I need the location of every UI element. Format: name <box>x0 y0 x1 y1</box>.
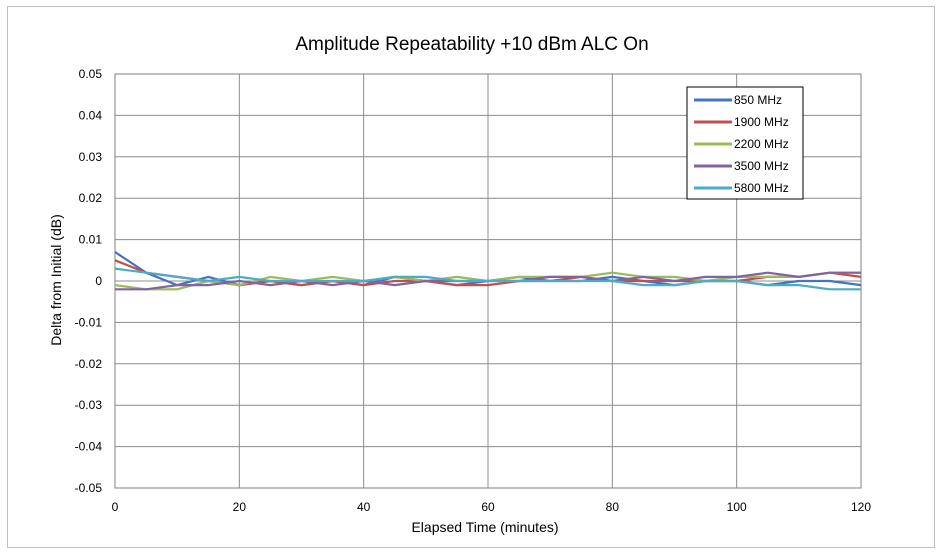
y-axis-label: Delta from Initial (dB) <box>48 214 64 345</box>
legend: 850 MHz 1900 MHz 2200 MHz 3500 MHz 5800 MHz <box>686 86 804 200</box>
y-tick-label: -0.02 <box>75 357 103 371</box>
legend-entry-label: 2200 MHz <box>734 137 789 151</box>
y-tick-label: 0.02 <box>79 191 103 205</box>
x-tick-label: 100 <box>727 500 747 514</box>
x-tick-label: 20 <box>233 500 247 514</box>
y-tick-label: 0 <box>95 274 102 288</box>
legend-entry-label: 850 MHz <box>734 93 782 107</box>
legend-entry-label: 1900 MHz <box>734 115 789 129</box>
x-tick-label: 120 <box>851 500 871 514</box>
x-tick-label: 60 <box>481 500 495 514</box>
y-tick-label: 0.01 <box>79 233 103 247</box>
y-tick-label: -0.04 <box>75 440 103 454</box>
x-tick-label: 80 <box>606 500 620 514</box>
plot-area <box>114 73 862 489</box>
y-tick-label: -0.05 <box>75 481 103 495</box>
y-tick-label: -0.03 <box>75 398 103 412</box>
y-tick-label: 0.03 <box>79 150 103 164</box>
chart-title: Amplitude Repeatability +10 dBm ALC On <box>295 34 648 55</box>
y-tick-label: 0.04 <box>79 108 103 122</box>
legend-entry-label: 5800 MHz <box>734 181 789 195</box>
y-axis-ticks: 0.05 0.04 0.03 0.02 0.01 0 -0.01 -0.02 -0.03 -0.0… <box>75 67 103 495</box>
y-tick-label: 0.05 <box>79 67 103 81</box>
x-tick-label: 0 <box>112 500 119 514</box>
y-tick-label: -0.01 <box>75 315 103 329</box>
series-lines <box>114 251 862 291</box>
x-axis-ticks: 0 20 40 60 80 100 120 <box>112 500 872 514</box>
series-line-5800-mhz <box>114 267 861 291</box>
x-axis-label: Elapsed Time (minutes) <box>411 519 558 535</box>
x-tick-label: 40 <box>357 500 371 514</box>
legend-entry-label: 3500 MHz <box>734 159 789 173</box>
